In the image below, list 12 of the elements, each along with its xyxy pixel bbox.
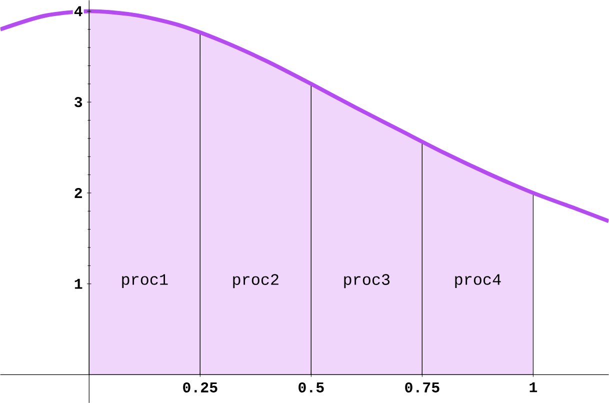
y-tick-label: 4 xyxy=(74,6,82,16)
y-tick-label: 1 xyxy=(74,278,82,289)
series-label: proc2 xyxy=(233,274,278,288)
series-label: proc3 xyxy=(344,274,390,288)
series-label: proc4 xyxy=(455,274,501,288)
x-tick-label: 0.25 xyxy=(183,382,218,392)
x-tick-label: 1 xyxy=(530,382,538,392)
y-tick-label: 3 xyxy=(74,96,82,108)
series-label: proc1 xyxy=(122,274,168,288)
x-tick-label: 0.75 xyxy=(405,382,440,392)
x-tick-label: 0.5 xyxy=(298,382,324,392)
y-tick-label: 2 xyxy=(74,188,82,198)
